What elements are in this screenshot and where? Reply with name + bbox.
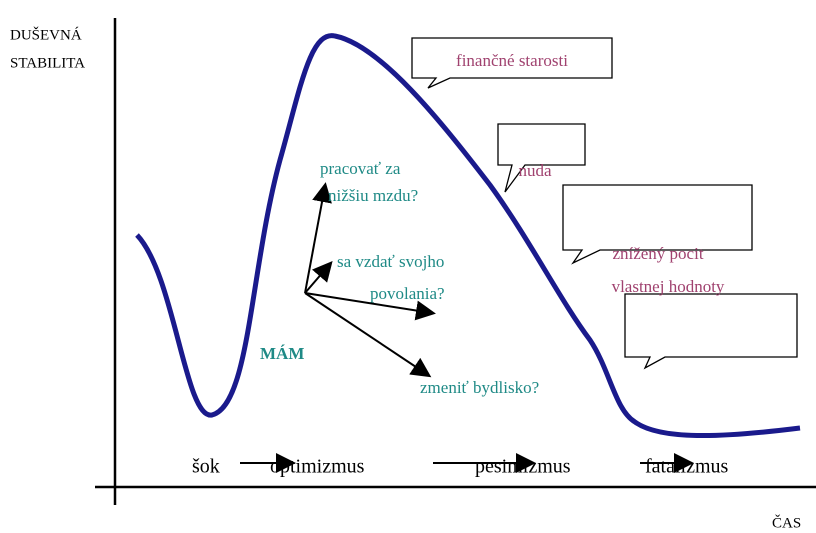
bubble-text: znížený pocit xyxy=(612,244,703,263)
speech-bubble xyxy=(562,184,753,265)
stage-label: šok xyxy=(192,456,220,478)
option-text: nižšiu mzdu? xyxy=(328,186,418,205)
option-text: zmeniť bydlisko? xyxy=(420,378,539,397)
stage-label: pesimizmus xyxy=(475,456,571,478)
bubble-text: finančné starosti xyxy=(456,51,568,70)
speech-bubble xyxy=(497,123,586,193)
stage-label: optimizmus xyxy=(270,456,365,478)
option-text: povolania? xyxy=(370,284,445,303)
speech-bubble xyxy=(624,293,798,370)
arrow xyxy=(304,292,436,321)
y-axis-label: STABILITA xyxy=(10,55,85,71)
option-text: pracovať za xyxy=(320,159,401,178)
speech-bubble xyxy=(411,37,613,89)
arrow xyxy=(304,260,333,294)
option-text: sa vzdať svojho xyxy=(337,252,444,271)
center-text: MÁM xyxy=(260,344,304,363)
y-axis-label: DUŠEVNÁ xyxy=(10,26,82,43)
x-axis-label: ČAS xyxy=(772,514,801,531)
stage-label: fatalizmus xyxy=(645,456,729,478)
bubble-text: vlastnej hodnoty xyxy=(612,277,725,296)
arrow xyxy=(304,292,432,378)
bubble-text: nuda xyxy=(518,161,552,180)
arrow xyxy=(304,182,332,294)
stability-curve xyxy=(135,33,801,439)
